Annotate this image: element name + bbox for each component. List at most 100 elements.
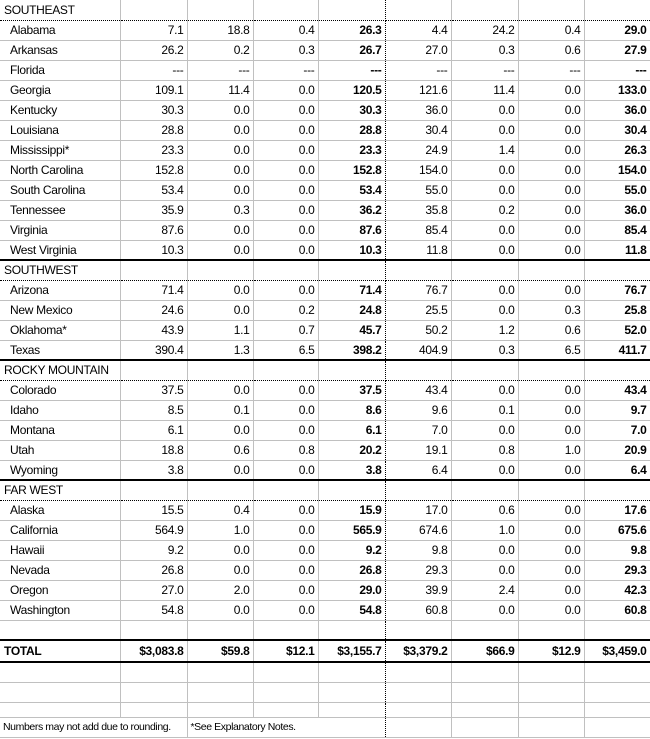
value-cell: 36.2 [318,200,386,221]
value-cell: 30.3 [120,100,188,121]
value-cell: 1.3 [187,340,254,361]
value-cell: 0.6 [451,500,519,521]
empty-cell [318,480,386,501]
value-cell: 1.4 [451,140,519,161]
empty-cell [120,662,188,683]
blank-row [0,682,650,703]
value-cell: 60.8 [584,600,650,621]
empty-cell [451,480,519,501]
empty-cell [187,702,254,718]
value-cell: 0.0 [187,300,254,321]
empty-cell [0,702,121,718]
value-cell: 0.0 [187,280,254,301]
section-header: SOUTHEAST [0,0,650,21]
value-cell: 0.0 [187,180,254,201]
value-cell: --- [451,60,519,81]
value-cell: 11.8 [385,240,452,261]
empty-cell [451,0,519,21]
value-cell: 26.3 [318,20,386,41]
state-row: Tennessee 35.9 0.3 0.0 36.2 35.8 0.2 0.0 36.0 [0,200,650,221]
value-cell: 60.8 [385,600,452,621]
state-row: Hawaii 9.2 0.0 0.0 9.2 9.8 0.0 0.0 9.8 [0,540,650,561]
value-cell: $3,155.7 [318,639,386,663]
value-cell: 0.0 [518,220,585,241]
value-cell: 0.0 [451,160,519,181]
value-cell: 9.2 [120,540,188,561]
state-name: Alabama [0,20,121,41]
empty-cell [318,260,386,281]
value-cell: 152.8 [120,160,188,181]
value-cell: 6.4 [584,460,650,481]
empty-cell [187,260,254,281]
value-cell: 26.2 [120,40,188,61]
state-name: Hawaii [0,540,121,561]
value-cell: 28.8 [318,120,386,141]
value-cell: 87.6 [120,220,188,241]
empty-cell [385,0,452,21]
value-cell: 8.5 [120,400,188,421]
value-cell: 3.8 [318,460,386,481]
value-cell: 18.8 [187,20,254,41]
value-cell: 55.0 [385,180,452,201]
value-cell: 2.0 [187,580,254,601]
total-label: TOTAL [0,639,121,663]
empty-cell [187,662,254,683]
value-cell: 0.0 [518,80,585,101]
value-cell: 26.7 [318,40,386,61]
value-cell: 1.1 [187,320,254,341]
empty-cell [385,620,452,641]
value-cell: 25.8 [584,300,650,321]
state-name: New Mexico [0,300,121,321]
value-cell: 30.4 [584,120,650,141]
value-cell: 0.0 [253,200,319,221]
blank-row [0,702,650,718]
value-cell: 30.4 [385,120,452,141]
value-cell: --- [120,60,188,81]
empty-cell [518,662,585,683]
value-cell: 0.6 [518,40,585,61]
empty-cell [385,682,452,703]
value-cell: 121.6 [385,80,452,101]
empty-cell [385,360,452,381]
value-cell: 17.0 [385,500,452,521]
value-cell: 0.0 [187,380,254,401]
empty-cell [253,480,319,501]
value-cell: 0.0 [518,400,585,421]
empty-cell [120,260,188,281]
value-cell: 0.3 [451,340,519,361]
value-cell: 0.0 [253,560,319,581]
footnote: *See Explanatory Notes. [187,717,386,738]
value-cell: 35.9 [120,200,188,221]
state-row: Mississippi* 23.3 0.0 0.0 23.3 24.9 1.4 0.0 26.3 [0,140,650,161]
value-cell: 0.0 [518,160,585,181]
section-title: FAR WEST [0,480,121,501]
value-cell: 24.2 [451,20,519,41]
empty-cell [0,620,121,641]
value-cell: 0.0 [518,240,585,261]
empty-cell [253,702,319,718]
blank-row [0,662,650,683]
empty-cell [518,702,585,718]
value-cell: 1.0 [518,440,585,461]
value-cell: 0.4 [518,20,585,41]
value-cell: 0.0 [253,120,319,141]
state-name: Tennessee [0,200,121,221]
empty-cell [451,620,519,641]
empty-cell [451,260,519,281]
value-cell: $66.9 [451,639,519,663]
value-cell: 0.0 [253,380,319,401]
state-row: West Virginia 10.3 0.0 0.0 10.3 11.8 0.0 0.0 11.… [0,240,650,261]
value-cell: 0.0 [518,200,585,221]
value-cell: 0.8 [253,440,319,461]
empty-cell [385,260,452,281]
value-cell: 0.0 [451,220,519,241]
empty-cell [253,682,319,703]
empty-cell [385,717,452,738]
value-cell: --- [187,60,254,81]
empty-cell [518,620,585,641]
empty-cell [584,260,650,281]
value-cell: 0.3 [253,40,319,61]
value-cell: 36.0 [584,200,650,221]
value-cell: 0.0 [253,580,319,601]
